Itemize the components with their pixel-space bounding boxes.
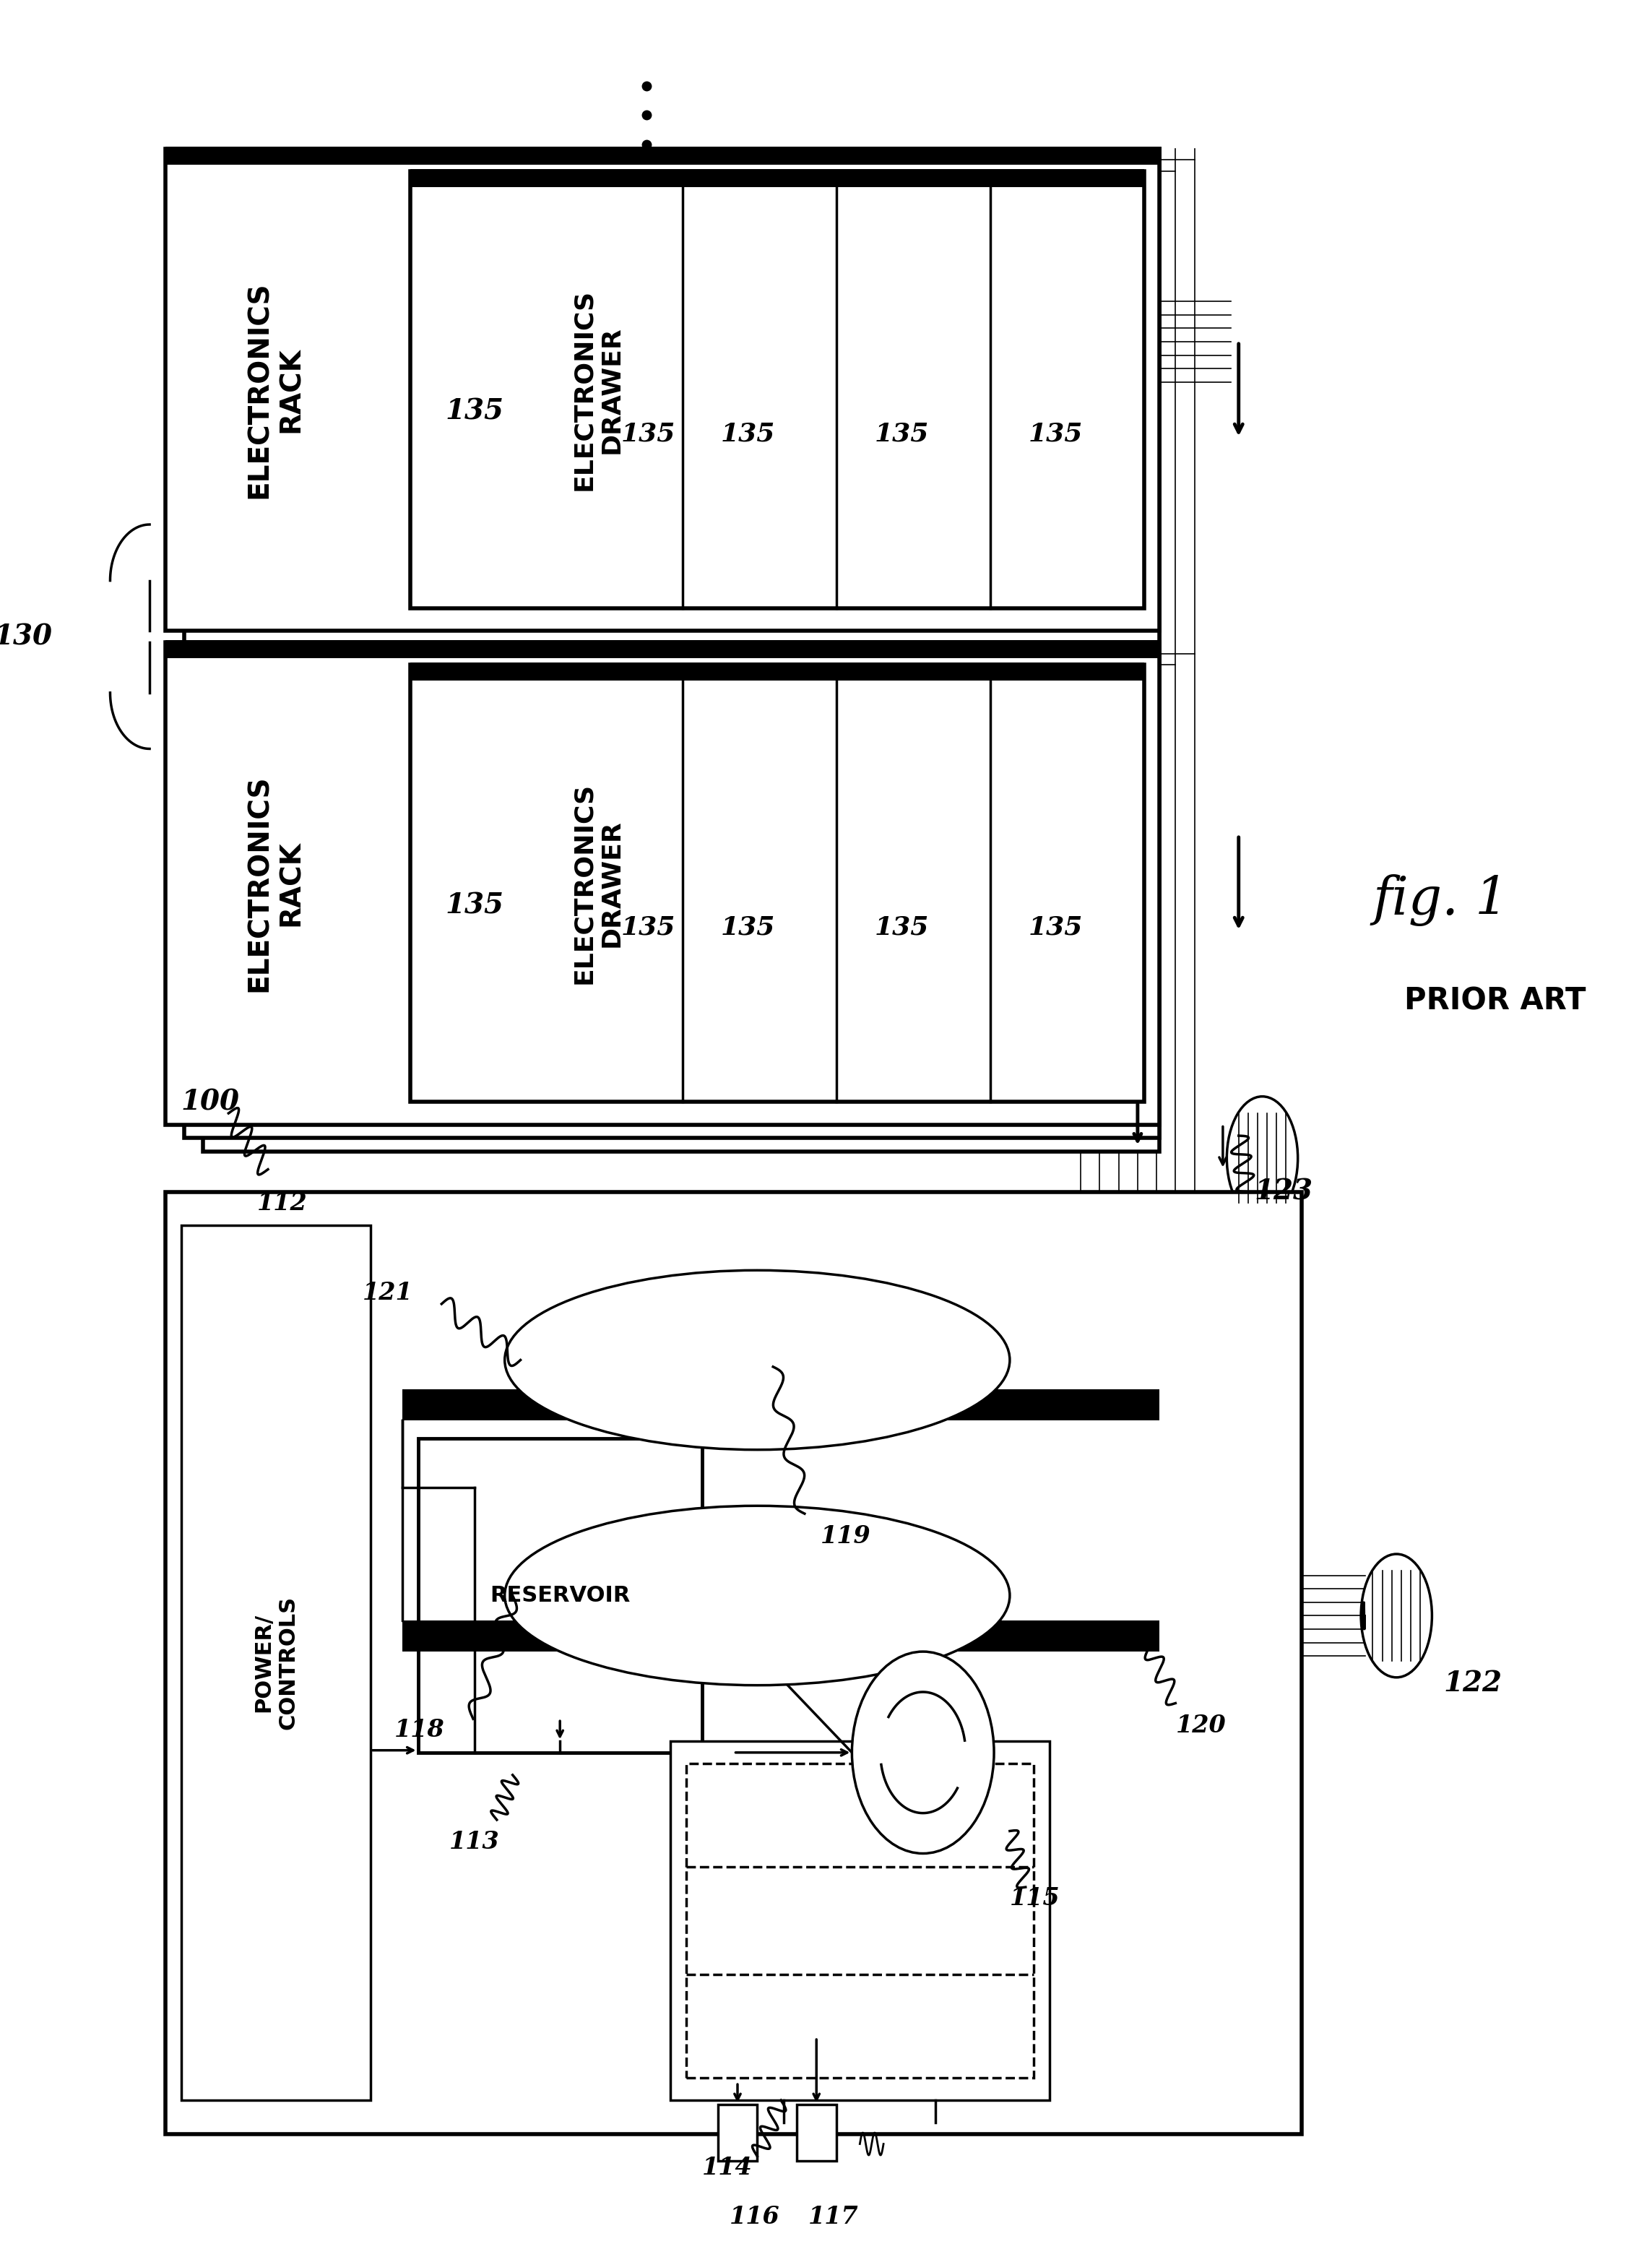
Bar — [401, 1619, 1160, 1651]
Bar — [410, 663, 1143, 681]
Bar — [165, 148, 1160, 632]
Text: 135: 135 — [446, 891, 504, 920]
Bar — [165, 146, 1160, 164]
Bar — [717, 2105, 757, 2161]
Text: fig. 1: fig. 1 — [1373, 875, 1508, 927]
Text: PRIOR ART: PRIOR ART — [1404, 985, 1586, 1017]
Ellipse shape — [506, 1271, 1009, 1451]
Ellipse shape — [506, 1507, 1009, 1685]
Text: 130: 130 — [0, 623, 53, 650]
Text: 116: 116 — [730, 2204, 780, 2229]
Bar — [182, 1226, 370, 2101]
Bar — [671, 1741, 1049, 2101]
Bar — [410, 171, 1143, 609]
Ellipse shape — [1361, 1554, 1432, 1678]
Text: 135: 135 — [874, 915, 928, 940]
Text: ELECTRONICS
DRAWER: ELECTRONICS DRAWER — [572, 783, 624, 985]
Bar — [686, 1763, 1034, 2078]
Text: RESERVOIR: RESERVOIR — [489, 1586, 629, 1606]
Circle shape — [852, 1651, 995, 1853]
Text: 114: 114 — [702, 2155, 752, 2179]
Bar — [410, 169, 1143, 187]
Bar — [203, 643, 1160, 1151]
Bar — [796, 2105, 836, 2161]
Text: ELECTRONICS
RACK: ELECTRONICS RACK — [246, 776, 306, 992]
Text: ELECTRONICS
RACK: ELECTRONICS RACK — [246, 281, 306, 499]
Text: 135: 135 — [720, 915, 775, 940]
Text: 118: 118 — [395, 1718, 444, 1743]
Text: 100: 100 — [182, 1089, 240, 1116]
Bar — [203, 148, 1160, 659]
Bar — [185, 148, 1160, 645]
Text: 135: 135 — [1029, 421, 1084, 445]
Bar — [185, 643, 1160, 1138]
Bar — [418, 1439, 702, 1752]
Ellipse shape — [1227, 1098, 1298, 1219]
Text: 117: 117 — [808, 2204, 859, 2229]
Text: 123: 123 — [1254, 1178, 1313, 1205]
Text: 135: 135 — [1029, 915, 1084, 940]
Text: 135: 135 — [720, 421, 775, 445]
Text: 135: 135 — [874, 421, 928, 445]
Text: 119: 119 — [821, 1525, 871, 1547]
Text: 115: 115 — [1009, 1887, 1061, 1909]
Bar — [165, 643, 1160, 1124]
Text: 121: 121 — [363, 1280, 413, 1304]
Bar — [165, 641, 1160, 659]
Text: 135: 135 — [446, 398, 504, 425]
Text: 120: 120 — [1176, 1714, 1226, 1738]
Text: 122: 122 — [1444, 1669, 1502, 1696]
Bar — [401, 1390, 1160, 1421]
Bar — [410, 666, 1143, 1102]
Text: 135: 135 — [621, 915, 676, 940]
Text: 112: 112 — [258, 1192, 307, 1214]
Text: 135: 135 — [621, 421, 676, 445]
Text: POWER/
CONTROLS: POWER/ CONTROLS — [253, 1597, 299, 1729]
Text: ELECTRONICS
DRAWER: ELECTRONICS DRAWER — [572, 290, 624, 490]
Bar — [165, 1192, 1302, 2134]
Text: 113: 113 — [449, 1831, 501, 1853]
